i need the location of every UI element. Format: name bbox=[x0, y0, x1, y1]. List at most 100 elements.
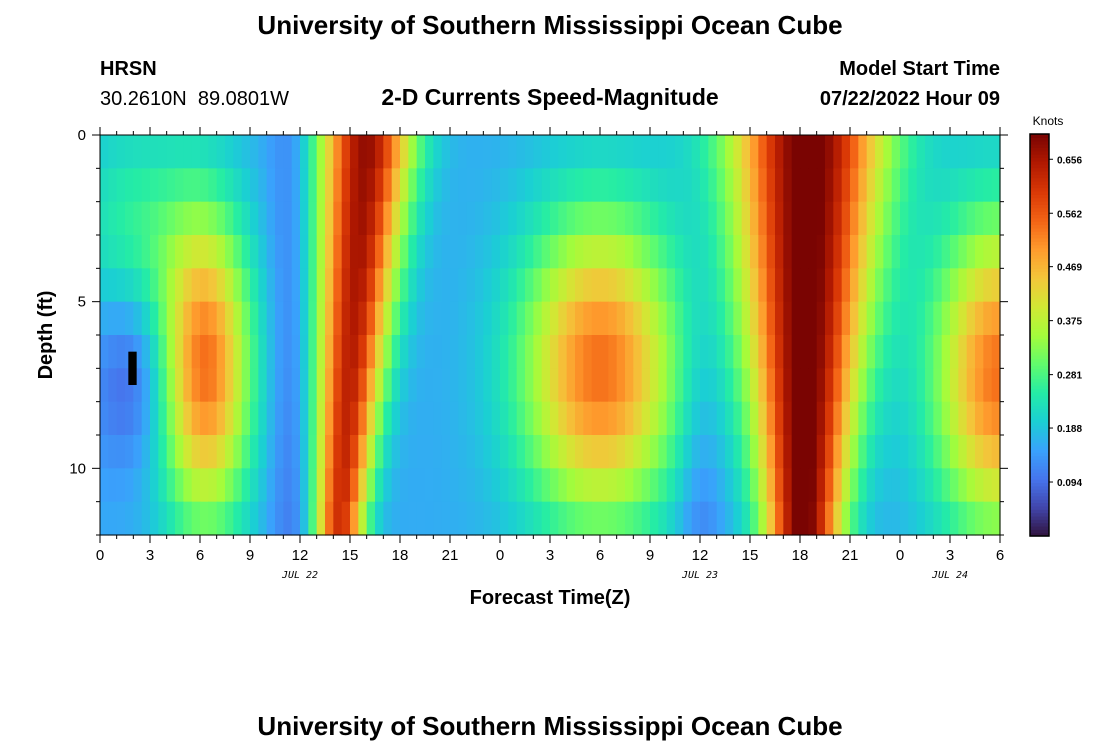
heatmap-cell bbox=[150, 501, 159, 536]
heatmap-cell bbox=[766, 301, 776, 336]
heatmap-cell bbox=[458, 168, 468, 203]
colorbar-swatch bbox=[1030, 170, 1049, 175]
heatmap-cell bbox=[883, 468, 893, 503]
heatmap-cell bbox=[725, 268, 734, 303]
heatmap-cell bbox=[591, 235, 601, 269]
heatmap-cell bbox=[775, 268, 784, 303]
heatmap-cell bbox=[500, 435, 509, 469]
colorbar-swatch bbox=[1030, 194, 1049, 199]
heatmap-cell bbox=[475, 368, 484, 403]
heatmap-cell bbox=[375, 335, 384, 369]
colorbar-swatch bbox=[1030, 505, 1049, 510]
heatmap-cell bbox=[833, 468, 843, 503]
heatmap-cell bbox=[741, 468, 751, 503]
heatmap-cell bbox=[383, 468, 393, 503]
heatmap-cell bbox=[300, 368, 309, 403]
heatmap-cell bbox=[533, 401, 543, 436]
heatmap-cell bbox=[425, 201, 434, 236]
heatmap-cell bbox=[433, 435, 443, 469]
heatmap-cell bbox=[216, 368, 226, 403]
heatmap-cell bbox=[233, 168, 243, 203]
heatmap-cell bbox=[550, 501, 559, 536]
heatmap-cell bbox=[966, 468, 976, 503]
heatmap-cell bbox=[541, 368, 551, 403]
heatmap-cell bbox=[975, 168, 984, 203]
colorbar-swatch bbox=[1030, 278, 1049, 282]
heatmap-cell bbox=[816, 201, 826, 236]
heatmap-cell bbox=[675, 468, 684, 503]
heatmap-cell bbox=[541, 301, 551, 336]
heatmap-cell bbox=[525, 401, 534, 436]
heatmap-cell bbox=[325, 368, 334, 403]
heatmap-cell bbox=[600, 401, 609, 436]
heatmap-cell bbox=[466, 201, 476, 236]
heatmap-cell bbox=[966, 301, 976, 336]
heatmap-cell bbox=[241, 235, 251, 269]
heatmap-cell bbox=[725, 468, 734, 503]
x-tick-label: 0 bbox=[896, 547, 904, 564]
heatmap-cell bbox=[458, 201, 468, 236]
heatmap-cell bbox=[508, 235, 518, 269]
heatmap-cell bbox=[525, 468, 534, 503]
heatmap-cell bbox=[958, 268, 968, 303]
heatmap-cell bbox=[866, 468, 876, 503]
heatmap-cell bbox=[108, 335, 118, 369]
heatmap-cell bbox=[666, 468, 676, 503]
heatmap-cell bbox=[600, 235, 609, 269]
colorbar-swatch bbox=[1030, 512, 1049, 517]
colorbar-swatch bbox=[1030, 201, 1049, 205]
heatmap-cell bbox=[516, 468, 526, 503]
colorbar-swatch bbox=[1030, 361, 1049, 366]
heatmap-cell bbox=[258, 368, 268, 403]
heatmap-cell bbox=[266, 468, 276, 503]
colorbar-swatch bbox=[1030, 428, 1049, 433]
heatmap-cell bbox=[833, 235, 843, 269]
heatmap-cell bbox=[616, 468, 626, 503]
heatmap-cell bbox=[416, 435, 426, 469]
heatmap-cell bbox=[708, 335, 718, 369]
heatmap-cell bbox=[741, 135, 751, 169]
heatmap-cell bbox=[158, 301, 168, 336]
heatmap-cell bbox=[908, 301, 918, 336]
colorbar-swatch bbox=[1030, 150, 1049, 155]
heatmap-cell bbox=[233, 435, 243, 469]
heatmap-cell bbox=[933, 301, 943, 336]
heatmap-cell bbox=[425, 501, 434, 536]
heatmap-cell bbox=[583, 168, 593, 203]
heatmap-cell bbox=[641, 435, 651, 469]
heatmap-cell bbox=[508, 435, 518, 469]
heatmap-cell bbox=[725, 501, 734, 536]
heatmap-cell bbox=[575, 435, 584, 469]
heatmap-cell bbox=[325, 135, 334, 169]
heatmap-cell bbox=[983, 268, 993, 303]
heatmap-cell bbox=[300, 168, 309, 203]
heatmap-cell bbox=[366, 368, 376, 403]
heatmap-cell bbox=[341, 135, 351, 169]
heatmap-cell bbox=[666, 301, 676, 336]
heatmap-cell bbox=[950, 468, 959, 503]
heatmap-cell bbox=[416, 368, 426, 403]
heatmap-cell bbox=[516, 201, 526, 236]
heatmap-cell bbox=[683, 335, 693, 369]
heatmap-cell bbox=[741, 301, 751, 336]
heatmap-cell bbox=[891, 268, 901, 303]
x-tick-label: 12 bbox=[692, 547, 709, 564]
heatmap-cell bbox=[891, 468, 901, 503]
heatmap-cell bbox=[883, 435, 893, 469]
heatmap-cell bbox=[358, 135, 368, 169]
heatmap-cell bbox=[400, 301, 409, 336]
heatmap-cell bbox=[583, 401, 593, 436]
heatmap-cell bbox=[150, 468, 159, 503]
heatmap-cell bbox=[175, 201, 184, 236]
heatmap-cell bbox=[116, 268, 126, 303]
heatmap-cell bbox=[508, 301, 518, 336]
heatmap-cell bbox=[200, 201, 209, 236]
heatmap-cell bbox=[216, 501, 226, 536]
heatmap-cell bbox=[716, 235, 726, 269]
heatmap-cell bbox=[933, 435, 943, 469]
heatmap-cell bbox=[558, 401, 568, 436]
heatmap-cell bbox=[916, 401, 926, 436]
heatmap-cell bbox=[600, 168, 609, 203]
heatmap-cell bbox=[500, 301, 509, 336]
heatmap-cell bbox=[691, 301, 701, 336]
